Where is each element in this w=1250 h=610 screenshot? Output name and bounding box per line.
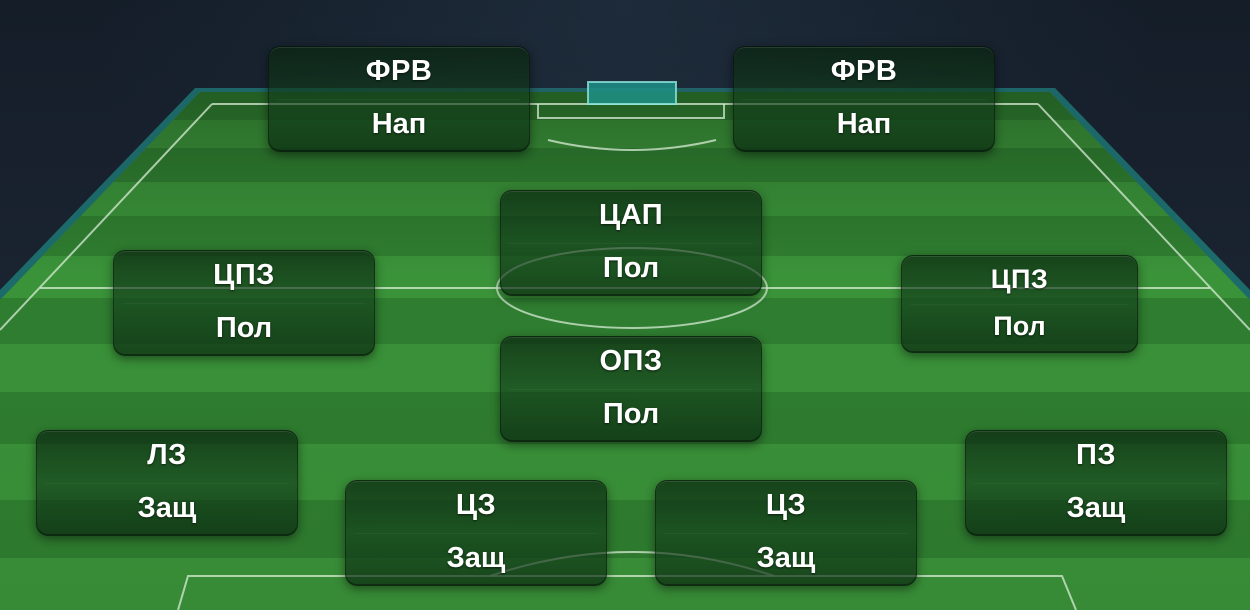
position-label: ПЗ: [1075, 439, 1116, 471]
player-card-central-midfielder-left[interactable]: ЦПЗ Пол: [113, 250, 375, 356]
player-card-left-back[interactable]: ЛЗ Защ: [36, 430, 298, 536]
position-label: ЦПЗ: [990, 264, 1049, 294]
role-label: Нап: [371, 108, 427, 140]
player-card-center-back-right[interactable]: ЦЗ Защ: [655, 480, 917, 586]
role-label: Пол: [602, 252, 660, 284]
player-card-right-back[interactable]: ПЗ Защ: [965, 430, 1227, 536]
position-label: ЛЗ: [147, 439, 187, 471]
position-label: ЦЗ: [765, 489, 807, 521]
player-card-defensive-midfielder[interactable]: ОПЗ Пол: [500, 336, 762, 442]
role-label: Пол: [993, 311, 1046, 341]
role-label: Защ: [137, 492, 197, 524]
position-label: ЦЗ: [455, 489, 497, 521]
role-label: Пол: [602, 398, 660, 430]
player-card-forward-right[interactable]: ФРВ Нап: [733, 46, 995, 152]
position-label: ФРВ: [365, 55, 433, 87]
position-label: ЦАП: [598, 199, 664, 231]
role-label: Защ: [446, 542, 506, 574]
player-card-center-back-left[interactable]: ЦЗ Защ: [345, 480, 607, 586]
role-label: Защ: [756, 542, 816, 574]
role-label: Нап: [836, 108, 892, 140]
role-label: Пол: [215, 312, 273, 344]
position-label: ФРВ: [830, 55, 898, 87]
position-label: ОПЗ: [599, 345, 663, 377]
player-card-attacking-midfielder[interactable]: ЦАП Пол: [500, 190, 762, 296]
player-card-central-midfielder-right[interactable]: ЦПЗ Пол: [901, 255, 1138, 353]
role-label: Защ: [1066, 492, 1126, 524]
player-card-forward-left[interactable]: ФРВ Нап: [268, 46, 530, 152]
position-label: ЦПЗ: [213, 259, 275, 291]
goal: [587, 81, 677, 105]
